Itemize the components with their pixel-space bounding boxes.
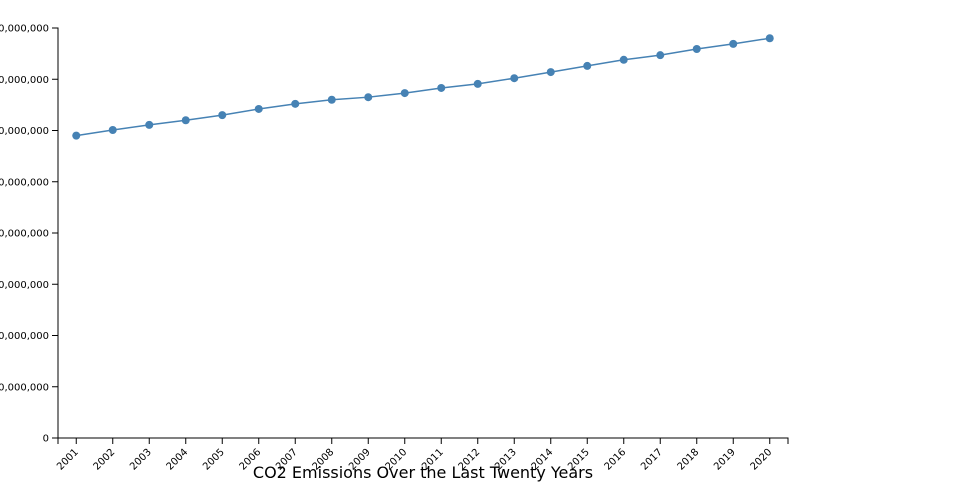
x-tick-label: 2018 <box>676 447 702 473</box>
point <box>656 51 665 60</box>
point <box>765 34 774 43</box>
chart-title: CO2 Emissions Over the Last Twenty Years <box>253 463 593 482</box>
x-tick-label: 2003 <box>128 447 154 473</box>
point <box>619 55 628 64</box>
point <box>510 74 519 83</box>
point <box>546 68 555 77</box>
y-tick-label: 35,000,000,000 <box>0 75 49 86</box>
point <box>291 99 300 108</box>
point <box>181 116 190 125</box>
point <box>400 89 409 98</box>
point <box>583 61 592 70</box>
point <box>473 79 482 88</box>
point <box>327 95 336 104</box>
point <box>145 120 154 129</box>
y-tick-label: 10,000,000,000 <box>0 331 49 342</box>
point <box>254 104 263 113</box>
y-tick-label: 20,000,000,000 <box>0 229 49 240</box>
y-tick-label: 40,000,000,000 <box>0 24 49 35</box>
y-tick-label: 30,000,000,000 <box>0 126 49 137</box>
line <box>76 37 770 137</box>
x-tick-label: 2019 <box>712 447 738 473</box>
point <box>108 125 117 134</box>
x-tick-label: 2016 <box>603 447 629 473</box>
point <box>729 39 738 48</box>
y-tick-label: 15,000,000,000 <box>0 280 49 291</box>
x-axis <box>57 437 789 444</box>
x-tick-label: 2001 <box>55 447 81 473</box>
x-tick-label: 2005 <box>201 447 227 473</box>
y-tick-label: 25,000,000,000 <box>0 177 49 188</box>
y-tick-label: 0 <box>43 434 49 445</box>
y-tick-label: 5,000,000,000 <box>0 382 49 393</box>
point <box>437 83 446 92</box>
x-tick-label: 2002 <box>92 447 118 473</box>
x-tick-label: 2020 <box>749 447 775 473</box>
x-tick-label: 2017 <box>639 447 665 473</box>
point <box>364 93 373 102</box>
point <box>218 111 227 120</box>
point <box>72 131 81 140</box>
point <box>692 45 701 54</box>
x-tick-label: 2004 <box>165 447 191 473</box>
